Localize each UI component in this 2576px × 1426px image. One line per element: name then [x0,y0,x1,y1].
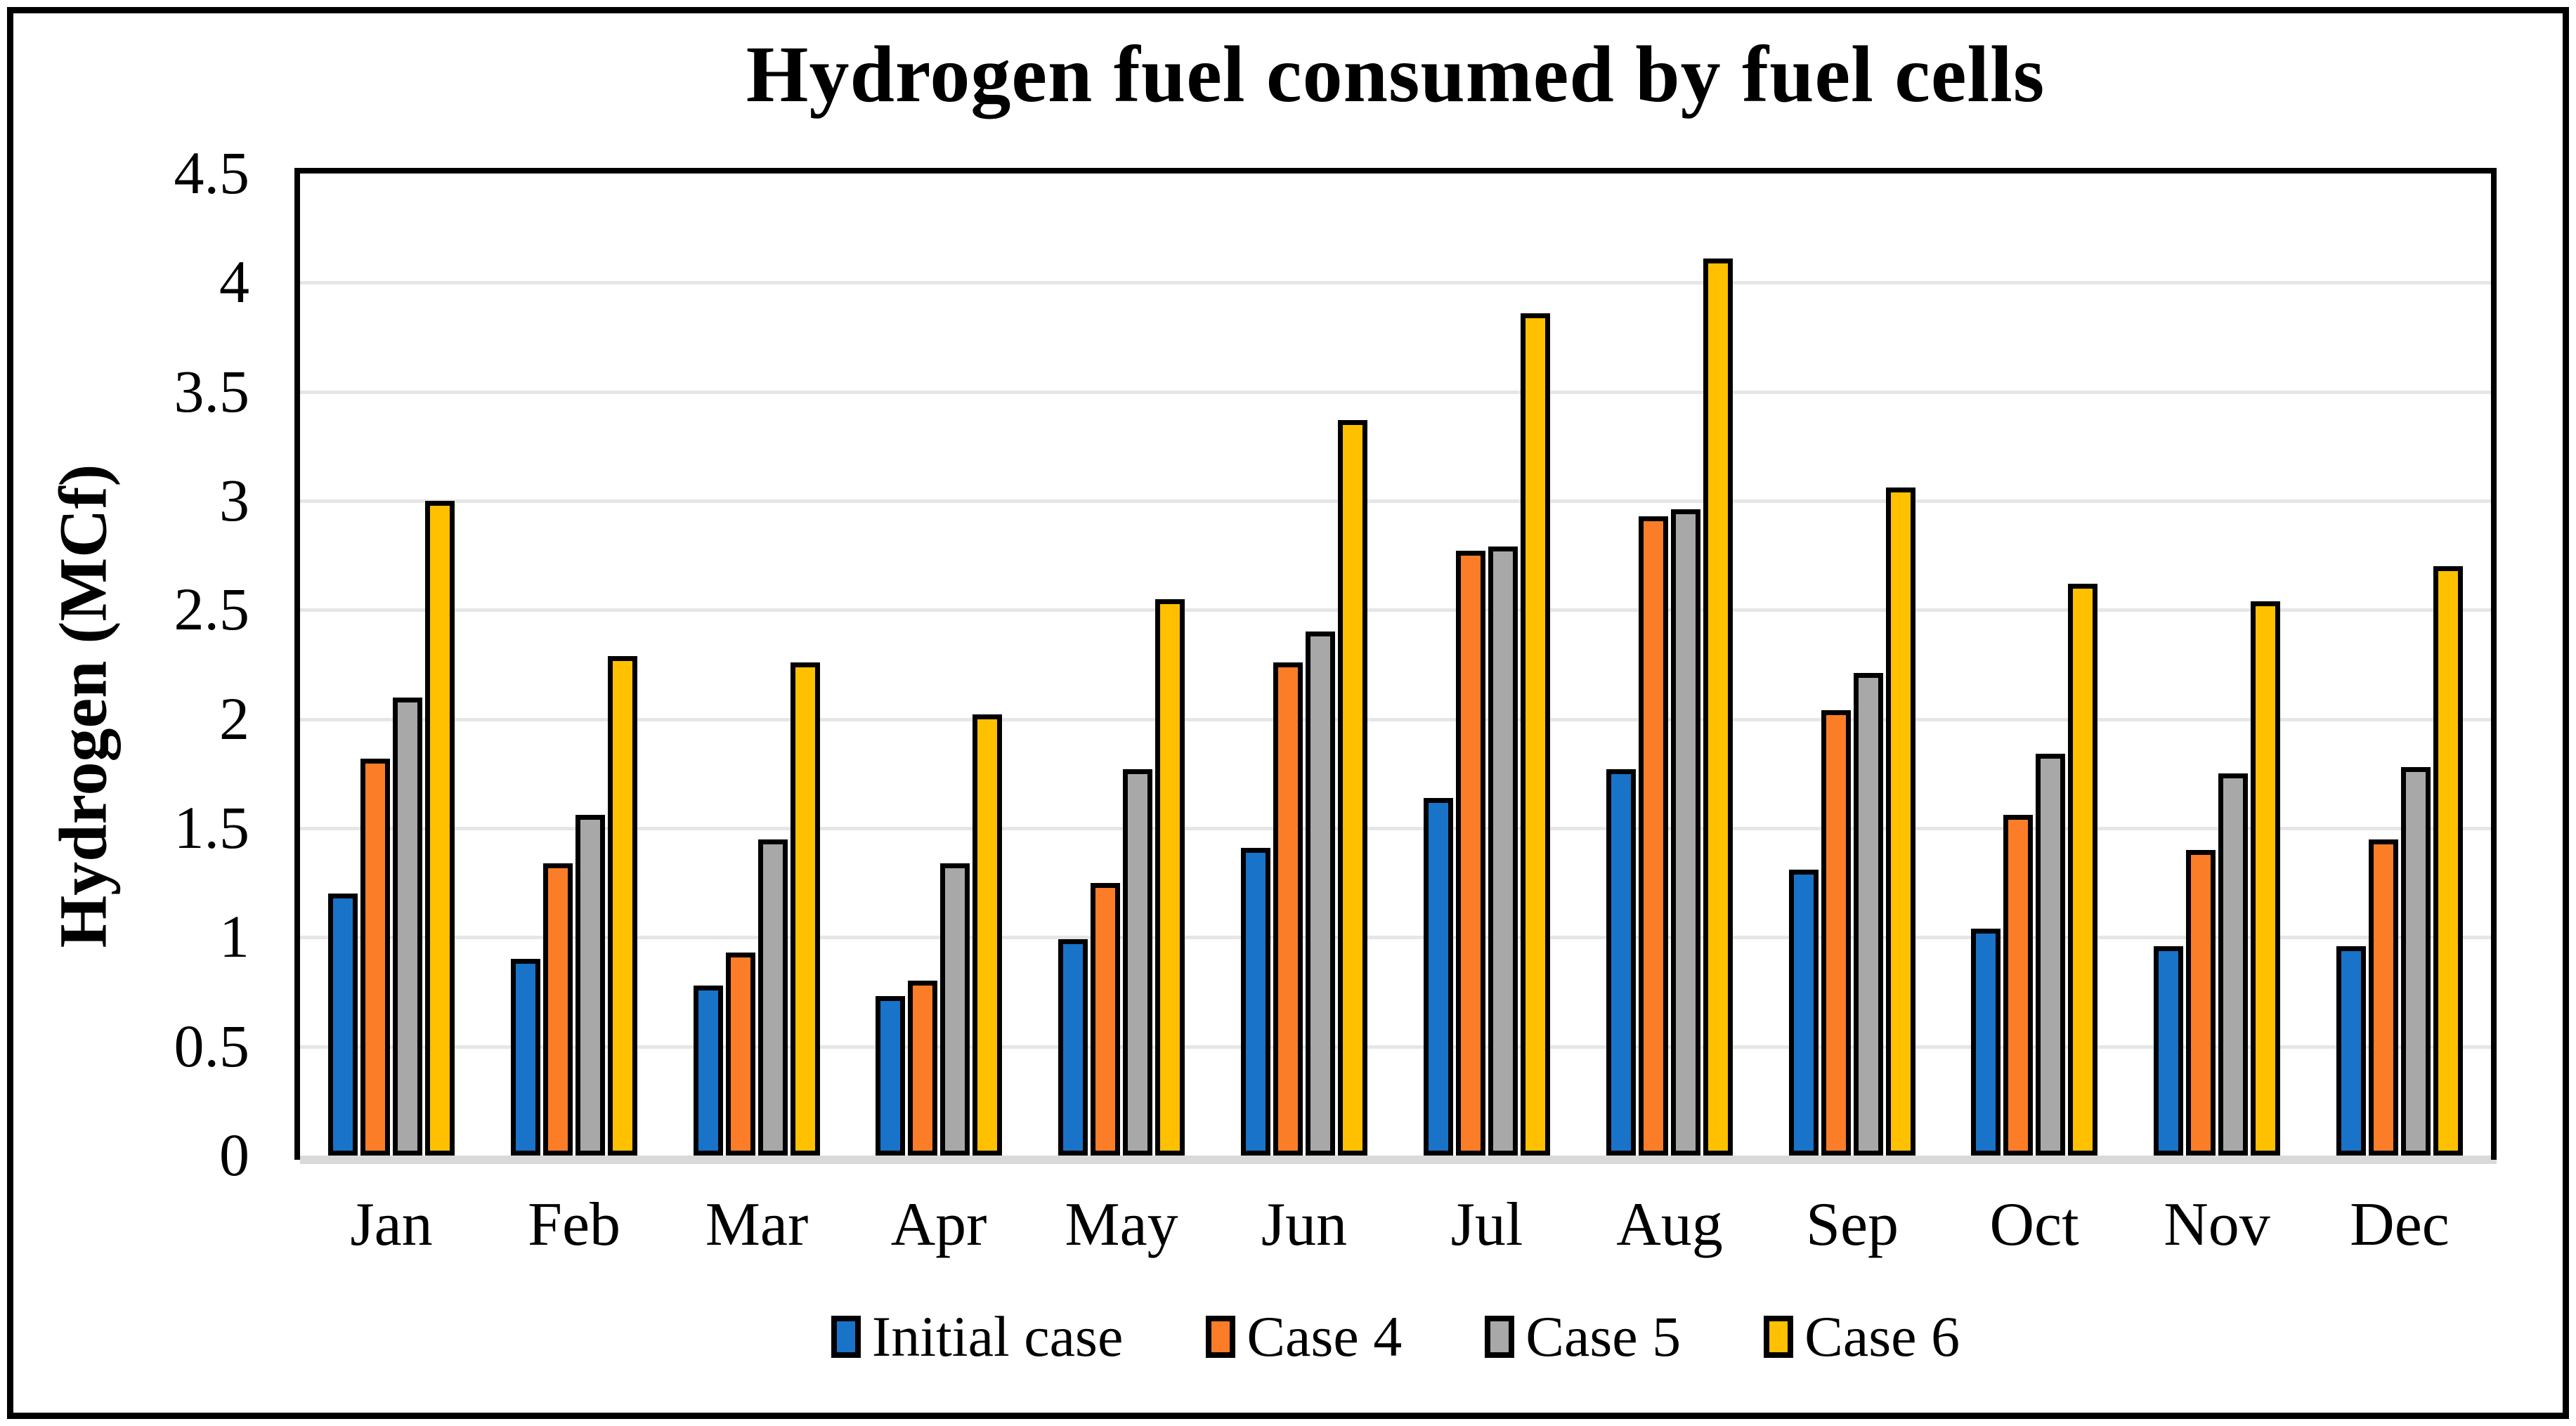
legend-swatch [1206,1316,1236,1358]
legend-swatch [1764,1316,1794,1358]
legend-label: Case 6 [1804,1304,1960,1368]
y-axis-line [294,168,300,1160]
gridline [300,499,2491,503]
legend-swatch [1485,1316,1515,1358]
bar-case-4-mar [726,953,755,1156]
bar-initial-case-dec [2336,946,2366,1156]
y-tick-label: 3 [219,466,249,534]
x-label-apr: Apr [890,1191,987,1259]
bar-case-6-nov [2251,601,2280,1156]
legend: Initial case Case 4 Case 5 Case 6 [300,1308,2491,1366]
legend-item-case-6: Case 6 [1764,1308,1960,1366]
bar-case-4-oct [2003,815,2033,1156]
bar-initial-case-oct [1971,929,2001,1156]
x-label-jun: Jun [1261,1191,1348,1259]
y-tick-label: 0 [219,1121,249,1189]
bar-case-6-mar [791,662,820,1156]
bar-case-6-sep [1886,488,1915,1156]
bar-case-5-oct [2036,754,2065,1156]
bar-initial-case-mar [694,986,723,1156]
legend-item-initial-case: Initial case [831,1308,1123,1366]
x-label-nov: Nov [2164,1191,2270,1259]
gridline [300,608,2491,613]
y-tick-label: 1 [219,903,249,971]
y-tick-label: 3.5 [174,357,250,425]
gridline [300,717,2491,721]
bar-case-4-jan [360,759,390,1156]
bar-case-4-sep [1821,710,1851,1156]
bar-case-4-feb [543,863,573,1156]
bar-case-6-may [1155,599,1185,1156]
legend-label: Case 4 [1247,1304,1403,1368]
y-tick-label: 4 [219,248,249,316]
x-label-feb: Feb [528,1191,620,1259]
bar-initial-case-sep [1789,870,1819,1156]
bar-case-6-apr [972,714,1002,1156]
bar-case-6-aug [1703,259,1733,1156]
bar-case-4-aug [1639,516,1668,1156]
x-label-oct: Oct [1989,1191,2079,1259]
gridline [300,936,2491,940]
y-tick-label: 1.5 [174,794,250,861]
plot-right-border [2491,168,2497,1160]
bar-case-5-jun [1306,632,1335,1156]
chart-title: Hydrogen fuel consumed by fuel cells [746,30,2045,119]
bar-case-6-feb [608,656,637,1156]
plot-top-border [294,168,2497,174]
bar-case-4-jun [1273,662,1303,1156]
bar-initial-case-jan [328,894,358,1156]
legend-item-case-5: Case 5 [1485,1308,1681,1366]
bar-initial-case-feb [511,959,540,1156]
bar-case-5-may [1123,769,1152,1156]
bar-case-6-jan [425,501,455,1156]
bar-case-4-jul [1456,551,1485,1156]
bar-case-6-dec [2433,566,2463,1156]
y-tick-label: 2 [219,684,249,752]
legend-item-case-4: Case 4 [1206,1308,1402,1366]
bar-case-6-jun [1338,420,1367,1156]
bar-initial-case-jun [1241,848,1270,1156]
y-tick-label: 4.5 [174,139,250,207]
bar-case-5-jul [1488,547,1518,1156]
bar-case-4-apr [908,981,937,1156]
gridline [300,827,2491,830]
legend-swatch [831,1316,861,1358]
x-label-mar: Mar [705,1191,809,1259]
x-label-jan: Jan [350,1191,433,1259]
x-label-may: May [1065,1191,1178,1259]
x-label-jul: Jul [1450,1191,1523,1259]
legend-label: Case 5 [1526,1304,1681,1368]
bar-initial-case-jul [1424,798,1453,1156]
bar-case-5-feb [575,815,605,1156]
y-tick-label: 2.5 [174,575,250,643]
bar-case-6-jul [1521,313,1550,1156]
legend-label: Initial case [871,1304,1124,1368]
bar-case-5-jan [393,698,422,1156]
x-label-dec: Dec [2350,1191,2450,1259]
bar-case-5-dec [2401,767,2431,1156]
bar-case-5-aug [1671,509,1700,1156]
bar-case-5-mar [758,839,788,1156]
bar-case-5-apr [940,863,970,1156]
gridline [300,1045,2491,1049]
y-tick-label: 0.5 [174,1012,250,1080]
bar-case-6-oct [2068,584,2097,1156]
bar-initial-case-nov [2154,946,2183,1156]
bar-initial-case-aug [1606,769,1636,1156]
bar-case-4-may [1091,883,1120,1156]
bar-initial-case-apr [876,996,905,1156]
bar-case-5-nov [2218,773,2248,1156]
bar-initial-case-may [1058,939,1088,1156]
x-label-sep: Sep [1806,1191,1899,1259]
gridline [300,281,2491,285]
x-label-aug: Aug [1616,1191,1723,1259]
bar-case-4-nov [2186,850,2216,1156]
bar-case-5-sep [1854,673,1883,1156]
x-axis-baseline [300,1156,2497,1164]
bar-case-4-dec [2369,839,2398,1156]
gridline [300,390,2491,394]
